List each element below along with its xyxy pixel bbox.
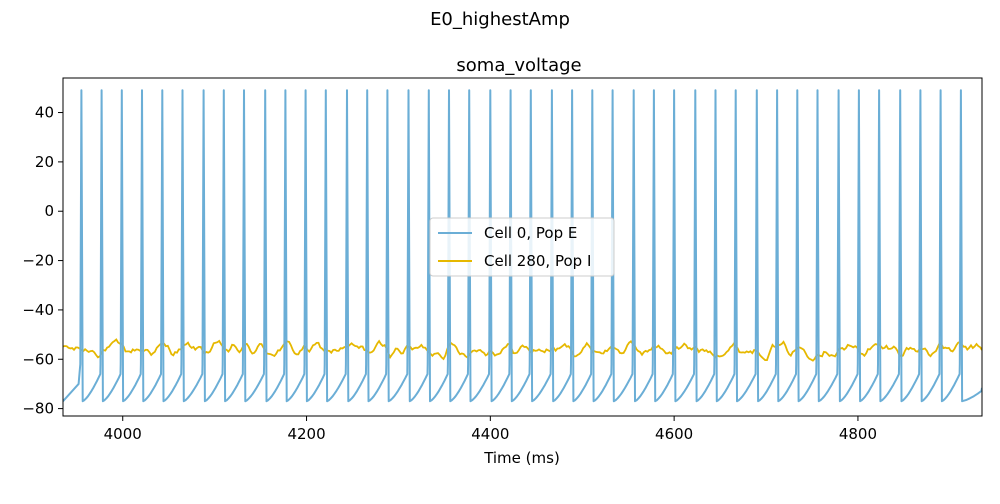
legend: Cell 0, Pop E Cell 280, Pop I xyxy=(429,217,615,277)
legend-label-series-0: Cell 0, Pop E xyxy=(484,224,577,242)
series-layer xyxy=(63,89,982,403)
x-tick-label: 4400 xyxy=(471,425,509,443)
x-axis-label: Time (ms) xyxy=(483,449,560,467)
plot-area xyxy=(62,77,983,417)
y-tick-label: −40 xyxy=(22,301,54,319)
y-tick-label: −80 xyxy=(22,400,54,418)
axes-frame xyxy=(62,77,983,417)
series-line-cell-0 xyxy=(63,89,982,403)
x-tick-label: 4600 xyxy=(655,425,693,443)
x-tick-label: 4000 xyxy=(104,425,142,443)
y-tick-label: 0 xyxy=(44,202,54,220)
y-tick-label: −60 xyxy=(22,350,54,368)
x-axis: 4000 4200 4400 4600 4800 xyxy=(104,416,877,443)
legend-label-series-1: Cell 280, Pop I xyxy=(484,252,591,270)
chart-title: soma_voltage xyxy=(456,55,581,76)
y-tick-label: 20 xyxy=(35,153,54,171)
x-tick-label: 4800 xyxy=(839,425,877,443)
series-line-cell-280 xyxy=(63,338,982,362)
figure-suptitle: E0_highestAmp xyxy=(430,9,570,30)
x-tick-label: 4200 xyxy=(287,425,325,443)
y-axis: 40 20 0 −20 −40 −60 −80 xyxy=(22,104,63,418)
y-tick-label: 40 xyxy=(35,104,54,122)
y-tick-label: −20 xyxy=(22,252,54,270)
legend-frame xyxy=(429,217,615,277)
